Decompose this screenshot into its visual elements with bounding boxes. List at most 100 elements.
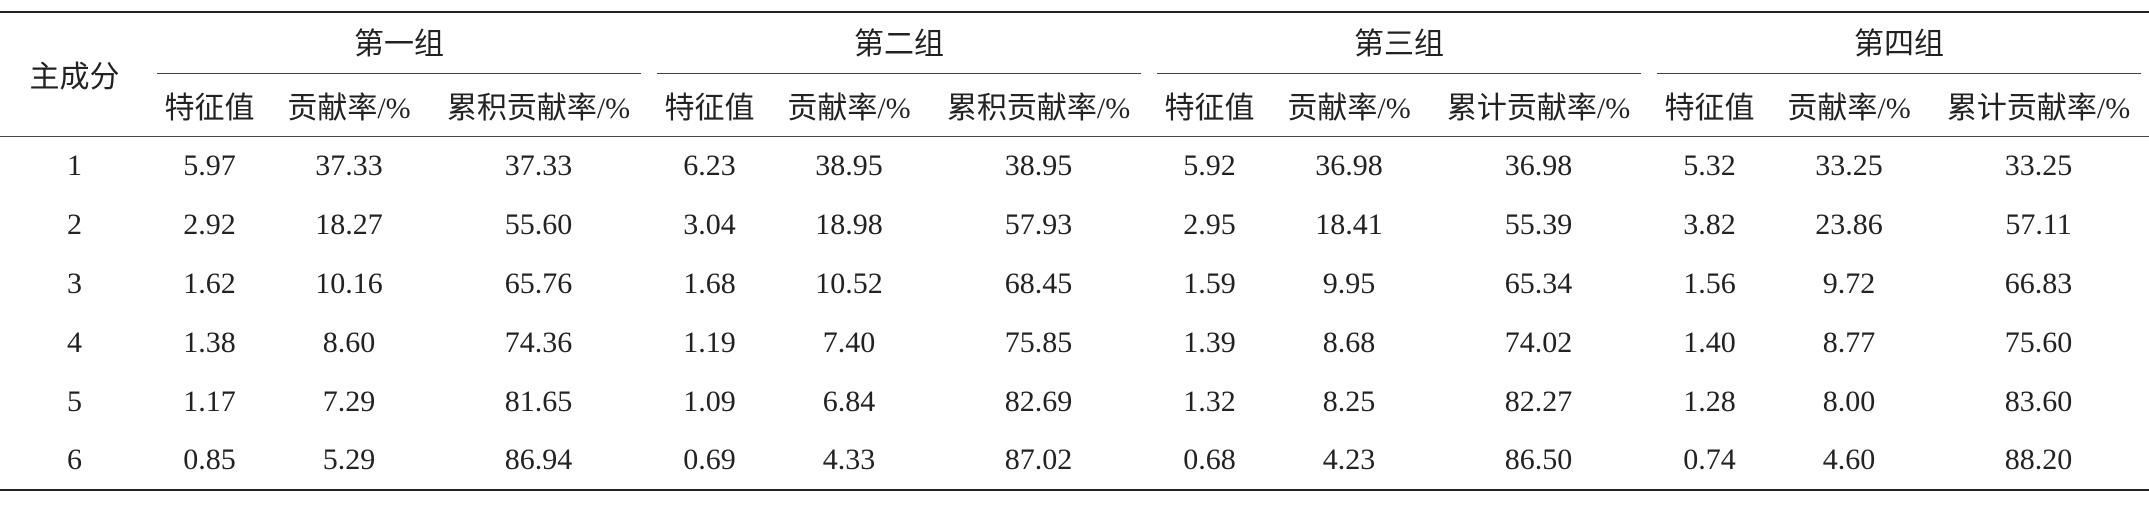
component-index: 3 xyxy=(67,266,82,300)
data-row: 6 0.85 5.29 86.94 0.69 4.33 87.02 0.68 4.23 86.50… xyxy=(0,431,2149,491)
data-cell: 0.68 xyxy=(1149,431,1271,491)
data-cell: 18.98 xyxy=(815,207,883,241)
data-cell: 18.41 xyxy=(1315,207,1383,241)
data-cell: 3.04 xyxy=(683,207,736,241)
data-cell: 6.84 xyxy=(822,384,876,418)
table-body: 1 5.97 37.33 37.33 6.23 38.95 38.95 5.92 36.98 36… xyxy=(0,136,2149,491)
data-cell: 33.25 xyxy=(2004,148,2073,182)
data-cell: 9.72 xyxy=(1822,266,1876,300)
data-cell: 38.95 xyxy=(1004,148,1073,182)
data-cell: 0.69 xyxy=(649,431,771,491)
group-name: 第一组 xyxy=(157,13,642,74)
data-cell: 5.92 xyxy=(1183,148,1236,182)
group-header-cell: 第二组 xyxy=(649,11,1150,74)
data-cell: 1.19 xyxy=(683,325,736,359)
data-table: 主成分 第一组 第二组 第三组 第四组 特征值 贡献率/% 累积贡献率/% 特征值 贡献率/%… xyxy=(0,11,2149,491)
column-header: 累积贡献率/% xyxy=(928,74,1150,137)
data-cell: 75.60 xyxy=(2004,325,2073,359)
data-cell: 1.32 xyxy=(1183,384,1236,418)
data-cell: 65.76 xyxy=(504,266,573,300)
column-header: 累计贡献率/% xyxy=(1928,74,2149,137)
data-cell: 1.39 xyxy=(1183,325,1236,359)
data-cell: 5.32 xyxy=(1683,148,1736,182)
data-cell: 4.23 xyxy=(1270,431,1429,491)
data-row: 1 5.97 37.33 37.33 6.23 38.95 38.95 5.92 36.98 36… xyxy=(0,136,2149,195)
data-cell: 1.28 xyxy=(1683,384,1736,418)
data-cell: 82.69 xyxy=(1004,384,1073,418)
data-cell: 57.93 xyxy=(1004,207,1073,241)
data-cell: 87.02 xyxy=(928,431,1150,491)
data-cell: 4.33 xyxy=(770,431,929,491)
column-header: 特征值 xyxy=(1649,74,1771,137)
data-cell: 8.25 xyxy=(1322,384,1376,418)
component-index: 2 xyxy=(67,207,82,241)
data-cell: 82.27 xyxy=(1504,384,1573,418)
data-cell: 0.74 xyxy=(1649,431,1771,491)
data-cell: 37.33 xyxy=(315,148,383,182)
data-cell: 9.95 xyxy=(1322,266,1376,300)
group-header-row: 主成分 第一组 第二组 第三组 第四组 xyxy=(0,11,2149,137)
column-header: 累计贡献率/% xyxy=(1428,74,1650,137)
data-cell: 1.62 xyxy=(183,266,236,300)
data-row: 5 1.17 7.29 81.65 1.09 6.84 82.69 1.32 8.25 82.27… xyxy=(0,372,2149,431)
table-head: 主成分 第一组 第二组 第三组 第四组 特征值 贡献率/% 累积贡献率/% 特征值 贡献率/%… xyxy=(0,11,2149,137)
component-index: 4 xyxy=(67,325,82,359)
data-cell: 18.27 xyxy=(315,207,383,241)
data-cell: 10.16 xyxy=(315,266,383,300)
data-cell: 55.60 xyxy=(504,207,573,241)
column-header: 累积贡献率/% xyxy=(428,74,650,137)
data-cell: 37.33 xyxy=(504,148,573,182)
group-name: 第三组 xyxy=(1157,13,1642,74)
group-header-cell: 第三组 xyxy=(1149,11,1650,74)
data-cell: 83.60 xyxy=(2004,384,2073,418)
group-name: 第四组 xyxy=(1657,13,2142,74)
column-header: 贡献率/% xyxy=(270,74,428,137)
page: {"table": { "row_label": "主成分", "groups"… xyxy=(0,11,2149,510)
data-cell: 8.77 xyxy=(1822,325,1876,359)
column-header: 特征值 xyxy=(649,74,771,137)
data-row: 4 1.38 8.60 74.36 1.19 7.40 75.85 1.39 8.68 74.02… xyxy=(0,313,2149,372)
data-row: 3 1.62 10.16 65.76 1.68 10.52 68.45 1.59 9.95 65.… xyxy=(0,254,2149,313)
data-cell: 4.60 xyxy=(1770,431,1929,491)
data-cell: 36.98 xyxy=(1315,148,1383,182)
data-cell: 6.23 xyxy=(683,148,736,182)
data-cell: 38.95 xyxy=(815,148,883,182)
data-cell: 88.20 xyxy=(1928,431,2149,491)
data-cell: 8.60 xyxy=(322,325,376,359)
data-cell: 7.40 xyxy=(822,325,876,359)
data-cell: 3.82 xyxy=(1683,207,1736,241)
data-cell: 86.94 xyxy=(428,431,650,491)
row-label-header: 主成分 xyxy=(0,11,149,137)
data-cell: 0.85 xyxy=(149,431,270,491)
data-cell: 1.17 xyxy=(183,384,236,418)
column-header: 特征值 xyxy=(149,74,270,137)
data-cell: 5.97 xyxy=(183,148,236,182)
data-cell: 1.09 xyxy=(683,384,736,418)
component-index: 6 xyxy=(0,431,149,491)
data-cell: 33.25 xyxy=(1815,148,1883,182)
data-cell: 23.86 xyxy=(1815,207,1883,241)
data-cell: 1.40 xyxy=(1683,325,1736,359)
component-index: 1 xyxy=(67,148,82,182)
group-name: 第二组 xyxy=(657,13,1142,74)
data-cell: 1.59 xyxy=(1183,266,1236,300)
data-cell: 7.29 xyxy=(322,384,376,418)
column-header: 贡献率/% xyxy=(1270,74,1429,137)
data-cell: 74.36 xyxy=(504,325,573,359)
data-cell: 81.65 xyxy=(504,384,573,418)
component-index: 5 xyxy=(67,384,82,418)
data-cell: 86.50 xyxy=(1428,431,1650,491)
data-cell: 1.68 xyxy=(683,266,736,300)
data-cell: 65.34 xyxy=(1504,266,1573,300)
data-cell: 74.02 xyxy=(1504,325,1573,359)
data-cell: 36.98 xyxy=(1504,148,1573,182)
data-cell: 55.39 xyxy=(1504,207,1573,241)
data-row: 2 2.92 18.27 55.60 3.04 18.98 57.93 2.95 18.41 55… xyxy=(0,195,2149,254)
data-cell: 68.45 xyxy=(1004,266,1073,300)
column-header-row: 特征值 贡献率/% 累积贡献率/% 特征值 贡献率/% 累积贡献率/% 特征值 贡献率/% 累计… xyxy=(0,74,2149,137)
column-header: 贡献率/% xyxy=(770,74,929,137)
column-header: 特征值 xyxy=(1149,74,1271,137)
data-cell: 8.00 xyxy=(1822,384,1876,418)
data-cell: 5.29 xyxy=(270,431,428,491)
data-cell: 8.68 xyxy=(1322,325,1376,359)
